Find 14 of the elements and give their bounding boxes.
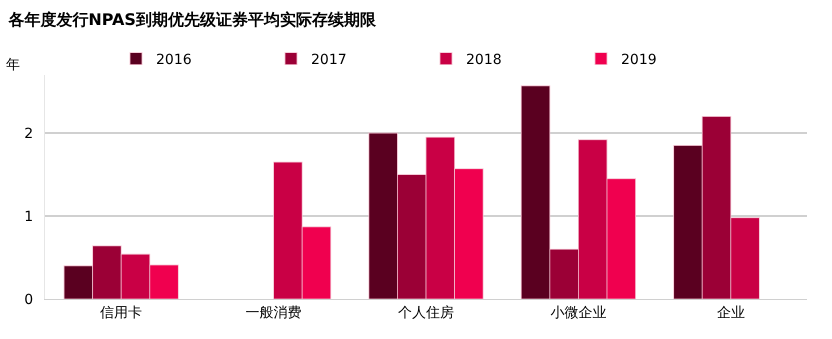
y-tick-label: 0 [24, 292, 34, 308]
legend-label: 2019 [621, 52, 657, 68]
legend-label: 2018 [466, 52, 502, 68]
legend-label: 2016 [156, 52, 192, 68]
x-tick-label: 个人住房 [398, 304, 454, 321]
x-tick-label: 信用卡 [100, 304, 142, 321]
x-tick-label: 一般消费 [246, 304, 302, 321]
x-tick-label: 企业 [716, 304, 745, 321]
chart-title: 各年度发行NPAS到期优先级证券平均实际存续期限 [7, 10, 377, 29]
x-tick-label: 小微企业 [550, 304, 606, 321]
y-tick-label: 2 [24, 126, 34, 142]
legend-label: 2017 [311, 52, 347, 68]
y-tick-label: 1 [24, 208, 34, 225]
y-axis-title: 年 [6, 57, 20, 73]
